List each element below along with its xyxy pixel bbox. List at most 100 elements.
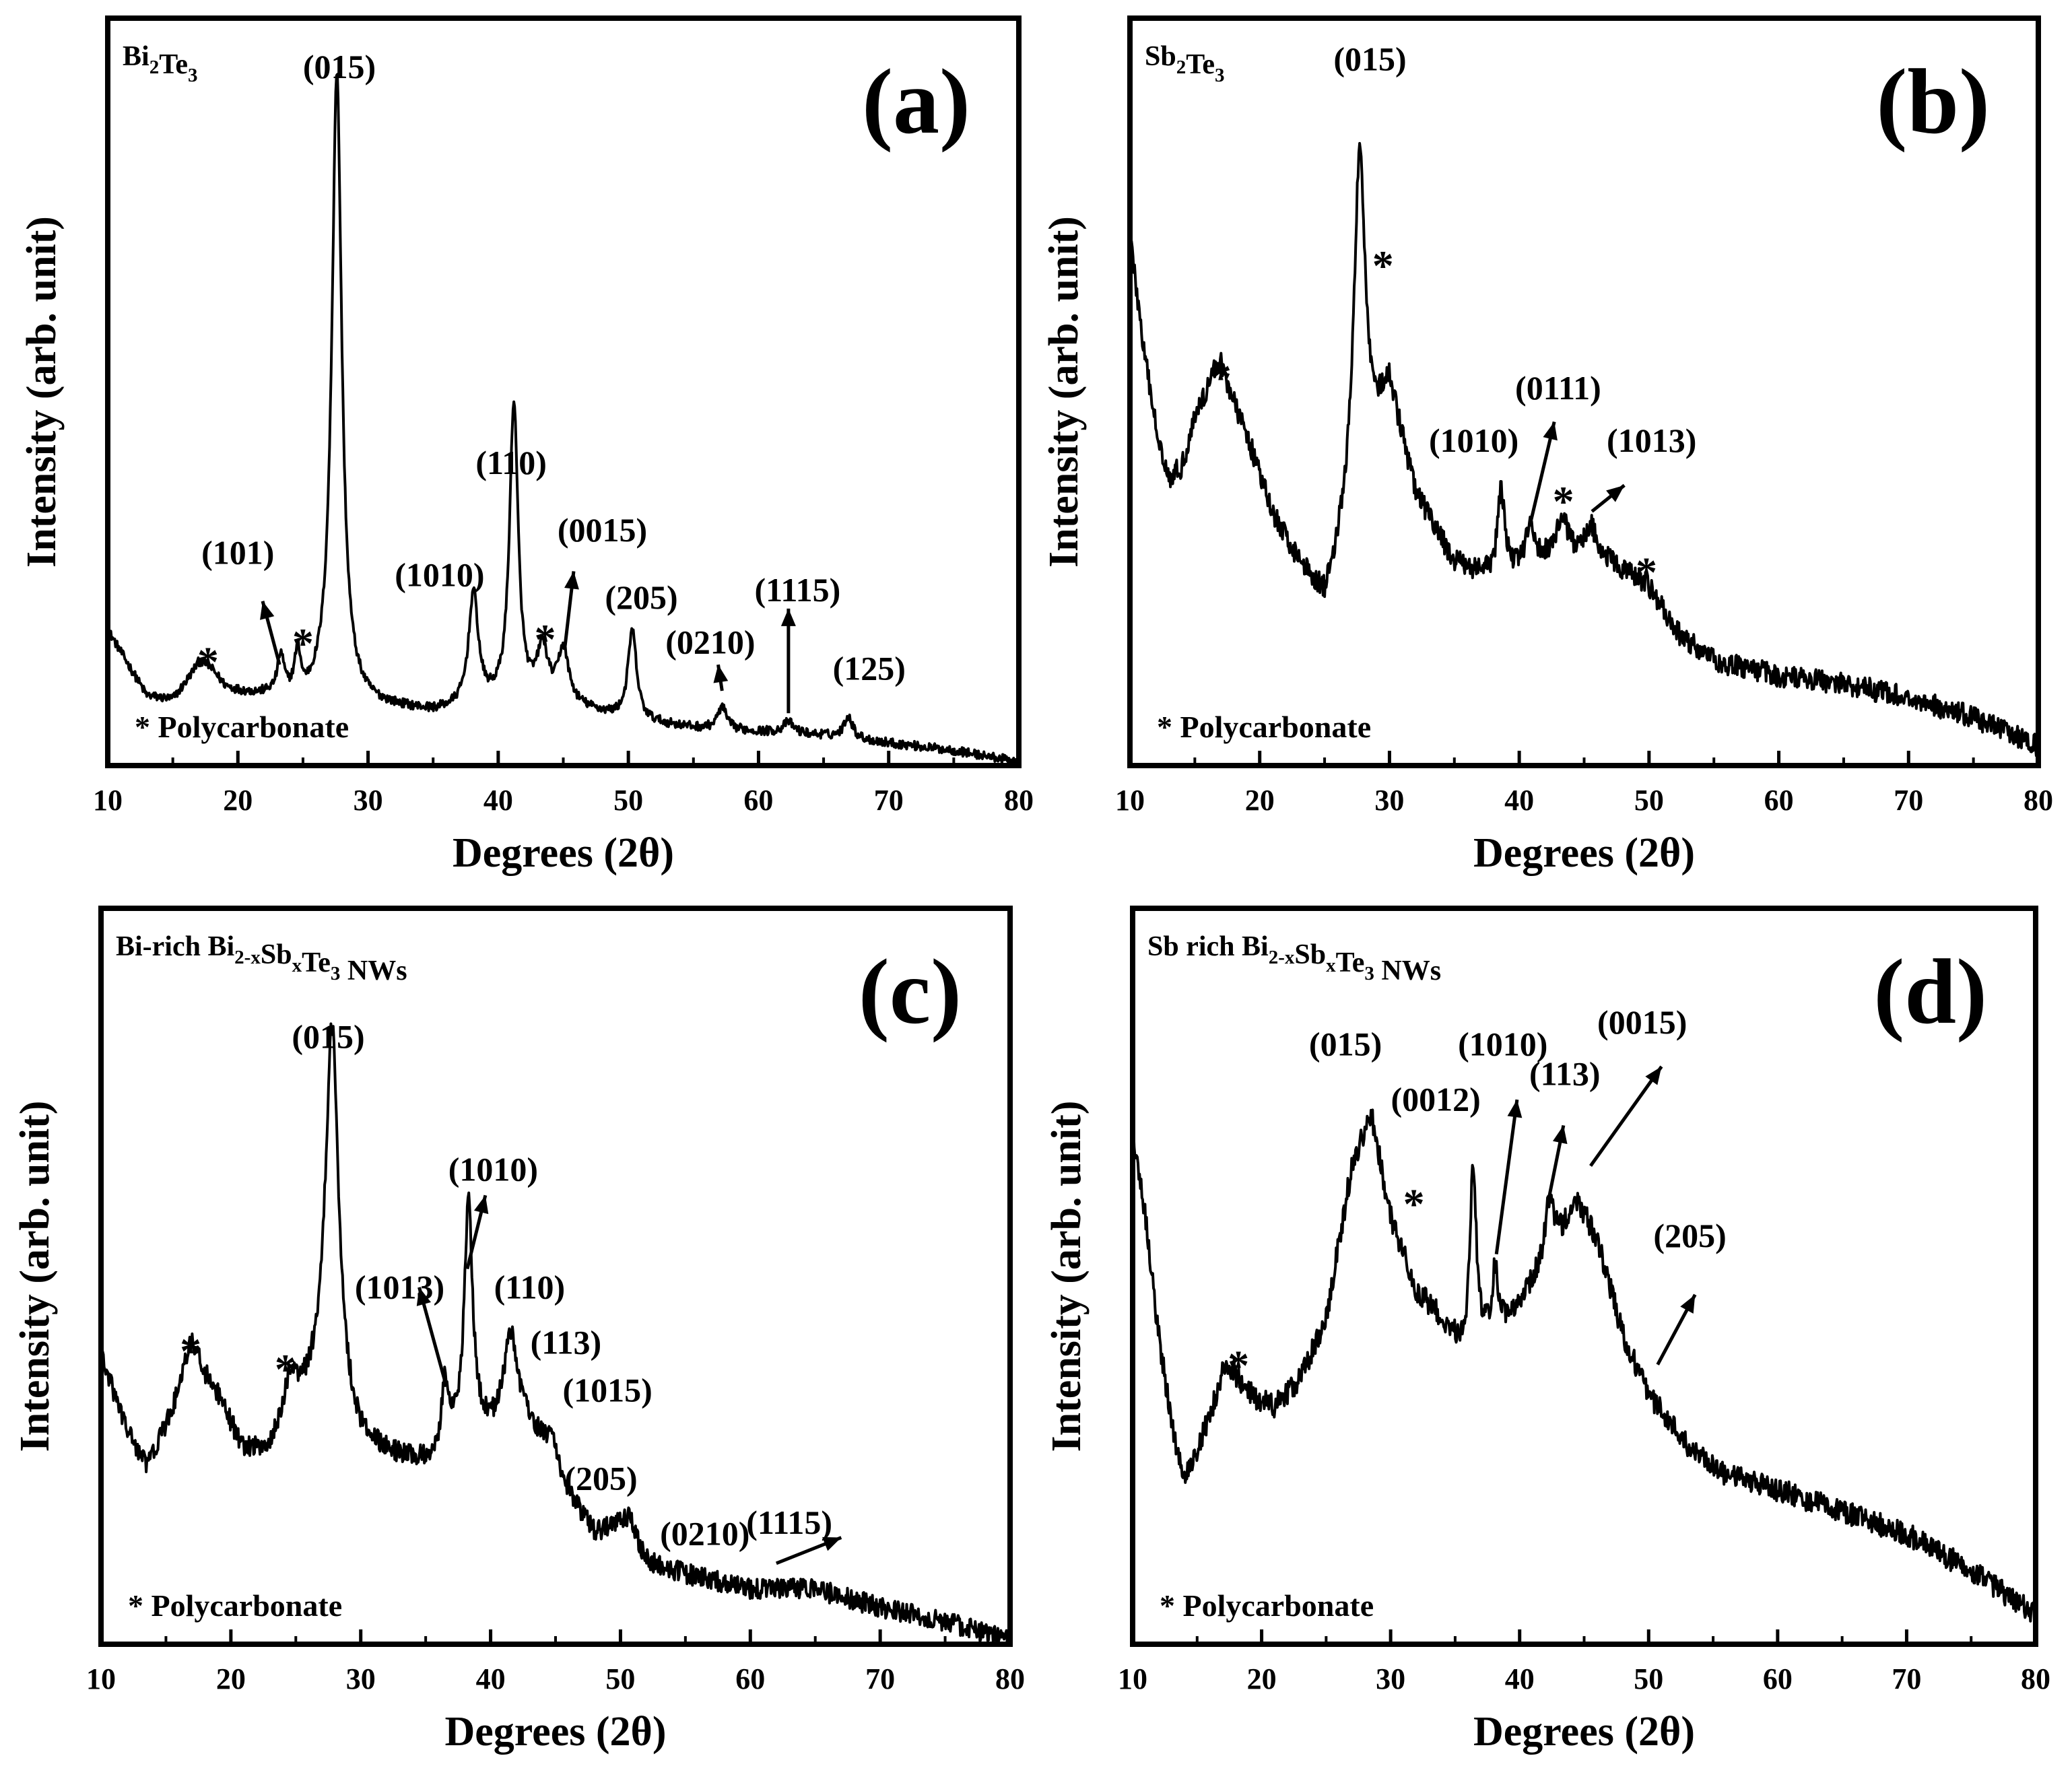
arrow-head [260, 601, 275, 620]
x-tick-label: 40 [483, 784, 513, 817]
panel-d: 10 20 30 40 50 60 70 80 Degrees (2θ) Intensity (a… [1044, 906, 2050, 1755]
panel-a: 10 20 30 40 50 60 70 80 Degrees (2θ) Intensity (a… [19, 15, 1034, 876]
x-tick-label: 30 [1374, 784, 1404, 817]
peak-annotation: (113) [1529, 1054, 1601, 1092]
arrow-head [822, 1537, 842, 1551]
peak-annotation: (015) [303, 48, 376, 86]
peak-annotation: (1115) [746, 1504, 832, 1541]
sample-label: Sb2Te3 [1145, 41, 1225, 86]
x-tick-label: 20 [1247, 1662, 1277, 1695]
x-tick-label: 20 [223, 784, 253, 817]
arrow-head [1507, 1100, 1523, 1118]
xrd-trace-a [106, 73, 1020, 767]
y-axis-title: Intensity (arb. unit) [1041, 216, 1087, 568]
peak-annotation: (1010) [1429, 421, 1518, 459]
peak-annotation: (1115) [755, 571, 841, 609]
x-axis-title: Degrees (2θ) [1473, 1709, 1695, 1755]
panel-letter: (a) [862, 50, 970, 153]
x-tick-label: 10 [1118, 1662, 1147, 1695]
x-tick-label: 50 [1634, 784, 1664, 817]
peak-annotation: (205) [564, 1459, 637, 1497]
peak-annotation: (1010) [448, 1150, 538, 1188]
polycarbonate-marker: * [534, 615, 556, 663]
x-axis-title: Degrees (2θ) [1473, 830, 1695, 876]
sample-label: Bi-rich Bi2-xSbxTe3 NWs [116, 931, 407, 986]
x-tick-label: 50 [613, 784, 643, 817]
arrow-head [1645, 1066, 1662, 1085]
peak-annotation: (1013) [355, 1268, 444, 1306]
polycarbonate-marker: * [1228, 1342, 1249, 1390]
polycarbonate-marker: * [1553, 477, 1574, 525]
arrow-head [780, 608, 796, 626]
arrow-head [1552, 1125, 1568, 1145]
peak-annotation: (015) [1333, 40, 1406, 78]
x-tick-label: 20 [1245, 784, 1275, 817]
polycarbonate-note: * Polycarbonate [1160, 1588, 1374, 1623]
peak-annotation: (0015) [1597, 1003, 1687, 1041]
arrow-head [713, 665, 729, 683]
arrow-head [1606, 485, 1625, 502]
x-tick-label: 60 [743, 784, 773, 817]
x-tick-label: 10 [86, 1662, 116, 1695]
arrow-head [564, 571, 579, 590]
polycarbonate-marker: * [292, 619, 314, 667]
polycarbonate-marker: * [180, 1327, 201, 1375]
xrd-trace-d [1131, 1108, 2037, 1623]
x-axis-title: Degrees (2θ) [453, 830, 674, 876]
polycarbonate-note: * Polycarbonate [1157, 710, 1371, 744]
annotation-arrow [1494, 1099, 1519, 1255]
x-tick-label: 40 [1505, 1662, 1535, 1695]
x-tick-label: 60 [735, 1662, 765, 1695]
sample-label: Sb rich Bi2-xSbxTe3 NWs [1147, 931, 1441, 986]
x-tick-label: 80 [1004, 784, 1034, 817]
sample-label: Bi2Te3 [123, 41, 198, 86]
peak-annotation: (0015) [558, 511, 647, 549]
x-tick-label: 70 [874, 784, 904, 817]
xrd-trace-c [100, 1022, 1011, 1646]
x-tick-label: 40 [1504, 784, 1534, 817]
x-tick-label: 60 [1763, 1662, 1793, 1695]
peak-annotation: (205) [1653, 1217, 1726, 1254]
x-tick-label: 40 [476, 1662, 506, 1695]
polycarbonate-marker: * [1210, 354, 1232, 402]
annotation-arrow [1528, 421, 1556, 527]
panel-letter: (d) [1873, 940, 1987, 1043]
x-tick-label: 50 [605, 1662, 635, 1695]
y-axis-title: Intensity (arb. unit) [12, 1101, 58, 1452]
x-tick-label: 70 [1894, 784, 1923, 817]
x-tick-label: 80 [2024, 784, 2053, 817]
peak-annotation: (0012) [1391, 1081, 1481, 1118]
polycarbonate-marker: * [1372, 242, 1394, 290]
peak-annotation: (110) [475, 444, 547, 481]
panel-b: 10 20 30 40 50 60 70 80 Degrees (2θ) Intensity (a… [1041, 15, 2053, 876]
xrd-trace-b [1129, 141, 2040, 757]
peak-annotation: (015) [1309, 1025, 1382, 1063]
x-tick-label: 10 [1115, 784, 1145, 817]
polycarbonate-marker: * [197, 638, 219, 686]
x-tick-label: 80 [2021, 1662, 2050, 1695]
arrow-head [473, 1195, 489, 1215]
x-tick-label: 60 [1764, 784, 1794, 817]
annotation-arrow [1589, 1065, 1663, 1168]
peak-annotation: (1015) [562, 1371, 652, 1409]
x-tick-label: 50 [1634, 1662, 1663, 1695]
polycarbonate-note: * Polycarbonate [135, 710, 349, 744]
peak-annotation: (1010) [1458, 1025, 1547, 1063]
x-tick-label: 80 [995, 1662, 1025, 1695]
peak-annotation: (125) [833, 649, 906, 687]
x-tick-label: 70 [1892, 1662, 1921, 1695]
polycarbonate-marker: * [275, 1345, 296, 1393]
peak-annotation: (0210) [660, 1514, 749, 1552]
x-tick-label: 30 [1376, 1662, 1405, 1695]
peak-annotation: (113) [531, 1323, 602, 1361]
x-tick-label: 30 [354, 784, 383, 817]
arrow-head [1680, 1294, 1696, 1314]
peak-annotation: (1010) [395, 556, 484, 594]
x-tick-label: 70 [865, 1662, 895, 1695]
y-axis-title: Intensity (arb. unit) [19, 216, 65, 568]
peak-annotation: (205) [605, 578, 677, 616]
peak-annotation: (0111) [1515, 369, 1601, 407]
peak-annotation: (1013) [1607, 421, 1696, 459]
x-axis-title: Degrees (2θ) [444, 1709, 666, 1755]
